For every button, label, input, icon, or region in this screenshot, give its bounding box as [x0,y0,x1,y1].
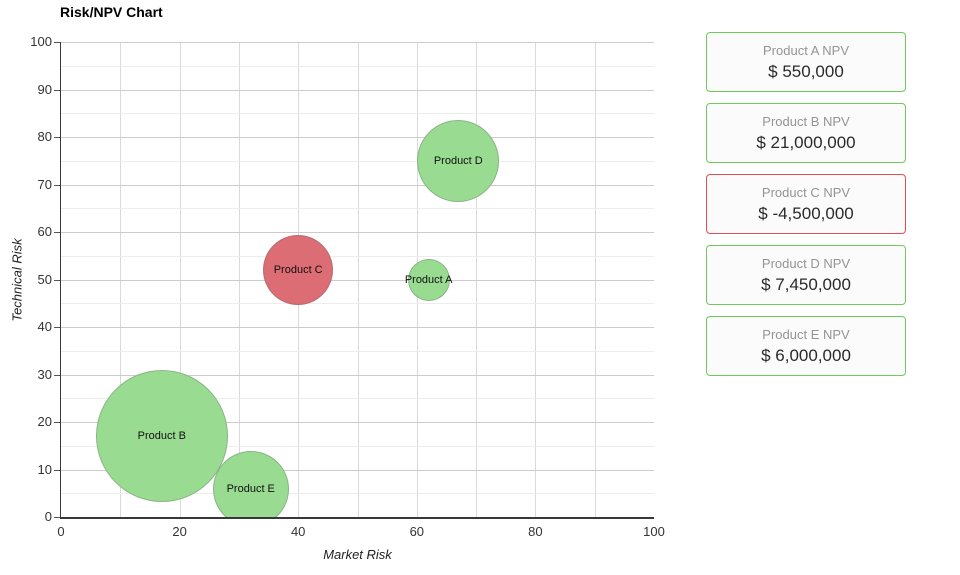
major-gridline [61,279,654,281]
minor-gridline [61,350,654,352]
y-tick-label: 20 [37,414,52,429]
y-tick-mark [54,89,60,91]
y-tick-mark [54,422,60,423]
y-tick-label: 100 [30,34,52,49]
bubble-product-e[interactable]: Product E [212,450,289,517]
npv-card-product-b: Product B NPV $ 21,000,000 [706,103,906,163]
y-tick-mark [54,279,60,281]
y-tick-mark [54,232,60,233]
y-tick-label: 80 [37,129,52,144]
y-tick-mark [54,374,60,376]
y-tick-mark [54,184,60,186]
y-axis-ticks: 0 10 20 30 40 50 60 70 80 90 100 [0,34,60,524]
y-tick-label: 50 [37,271,52,287]
bubble-label: Product D [433,154,483,167]
chart-title: Risk/NPV Chart [60,4,163,20]
x-tick-label: 80 [528,524,543,539]
major-gridline [61,184,654,186]
npv-card-product-c: Product C NPV $ -4,500,000 [706,174,906,234]
npv-card-value: $ 21,000,000 [756,133,856,152]
y-tick-mark [54,42,60,43]
npv-card-title: Product D NPV [761,256,851,271]
minor-gridline [61,65,654,67]
minor-gridline [61,113,654,115]
y-tick-label: 60 [37,224,52,239]
npv-cards: Product A NPV $ 550,000 Product B NPV $ … [706,32,906,387]
bubble-product-b[interactable]: Product B [95,370,228,503]
minor-gridline [61,160,654,162]
npv-card-value: $ -4,500,000 [758,204,854,223]
bubble-label: Product B [137,430,186,443]
major-gridline [61,469,654,471]
major-gridline [61,137,654,138]
x-tick-label: 20 [172,524,187,539]
npv-card-value: $ 7,450,000 [761,275,851,294]
y-tick-label: 30 [37,366,52,382]
npv-card-title: Product B NPV [762,114,850,129]
npv-card-title: Product E NPV [762,327,850,342]
npv-card-title: Product A NPV [763,43,849,58]
major-gridline [61,42,654,43]
minor-gridline [61,303,654,305]
y-tick-label: 0 [44,509,52,524]
bubble-product-c[interactable]: Product C [263,235,334,305]
bubble-label: Product E [226,482,275,495]
y-tick-mark [54,327,60,328]
minor-gridline [61,208,654,210]
major-gridline [61,232,654,233]
major-gridline [61,374,654,376]
x-axis-ticks: 0 20 40 60 80 100 [57,524,664,540]
minor-gridline [61,398,654,400]
y-tick-label: 40 [37,319,52,334]
x-tick-label: 0 [57,524,65,539]
major-gridline [61,327,654,328]
minor-gridline [61,445,654,447]
npv-card-product-a: Product A NPV $ 550,000 [706,32,906,92]
y-tick-mark [54,137,60,138]
bubble-product-d[interactable]: Product D [417,119,500,202]
y-tick-mark [54,469,60,471]
npv-card-value: $ 6,000,000 [761,346,851,365]
bubble-label: Product A [404,273,453,286]
y-tick-label: 90 [37,81,52,97]
x-tick-label: 40 [290,524,306,539]
minor-gridline [61,255,654,257]
npv-card-value: $ 550,000 [768,62,844,81]
npv-card-product-d: Product D NPV $ 7,450,000 [706,245,906,305]
plot-area: Product A Product B Product C Product D Prod… [60,42,654,519]
major-gridline [61,89,654,91]
npv-card-product-e: Product E NPV $ 6,000,000 [706,316,906,376]
minor-gridline [61,493,654,495]
npv-card-title: Product C NPV [761,185,851,200]
y-tick-mark [54,517,60,518]
y-tick-label: 10 [37,461,52,477]
x-tick-label: 60 [409,524,425,539]
x-tick-label: 100 [643,524,665,539]
bubble-label: Product C [273,264,323,276]
major-gridline [61,422,654,423]
bubble-product-a[interactable]: Product A [404,258,453,301]
y-tick-label: 70 [37,176,52,192]
x-axis-label: Market Risk [323,547,392,562]
